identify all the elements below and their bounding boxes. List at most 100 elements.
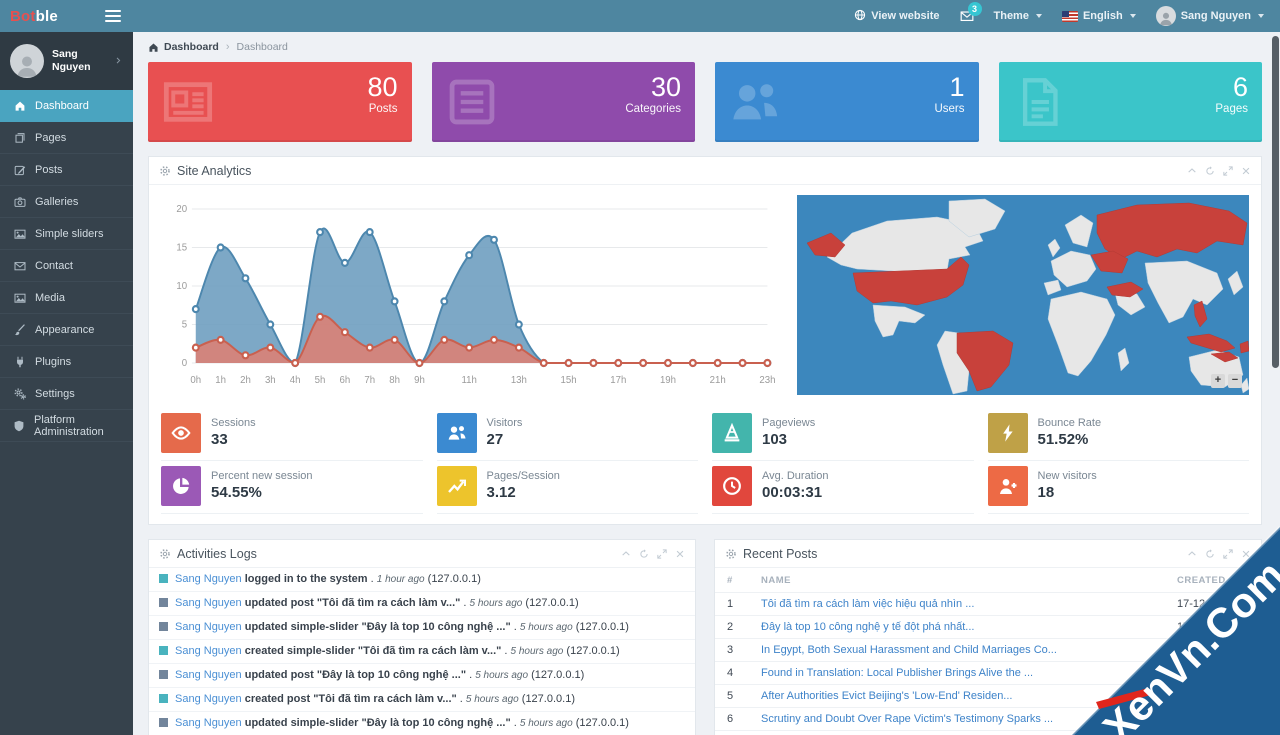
post-title-link[interactable]: Tôi đã tìm ra cách làm việc hiệu quả nhì…: [761, 598, 975, 610]
activity-action: updated post: [244, 597, 314, 609]
expand-panel-icon[interactable]: [1223, 548, 1233, 559]
table-row: 6 Scrutiny and Doubt Over Rape Victim's T…: [715, 707, 1261, 731]
activities-list: Sang Nguyen logged in to the system . 1 …: [149, 568, 695, 735]
sidebar-item-platform-administration[interactable]: Platform Administration: [0, 410, 133, 442]
pencil-icon: [13, 164, 26, 176]
sidebar-item-pages[interactable]: Pages: [0, 122, 133, 154]
post-title-link[interactable]: In Egypt, Both Sexual Harassment and Chi…: [761, 644, 1057, 656]
area-chart-svg: 0 5 10 15 20 0h 1h 2h 3h 4h 5h 6h 7h 8h 9h 11h 13h 15h 17h…: [176, 204, 775, 386]
post-title-link[interactable]: After Authorities Evict Beijing's 'Low-E…: [761, 690, 1013, 702]
avatar: [1155, 6, 1176, 26]
sidebar-item-media[interactable]: Media: [0, 282, 133, 314]
topbar: Botble View website 3 Theme English Sang…: [0, 0, 1280, 32]
close-panel-icon[interactable]: [1241, 166, 1251, 176]
activity-user-link[interactable]: Sang Nguyen: [175, 573, 242, 585]
sidebar-item-galleries[interactable]: Galleries: [0, 186, 133, 218]
activity-log-row: Sang Nguyen updated post "Tôi đã tìm ra …: [149, 592, 695, 616]
activity-user-link[interactable]: Sang Nguyen: [175, 621, 242, 633]
svg-text:0h: 0h: [190, 375, 201, 386]
post-title-link[interactable]: Đây là top 10 công nghệ y tế đột phá nhấ…: [761, 621, 975, 633]
close-panel-icon[interactable]: [675, 549, 685, 559]
bolt-icon: [987, 413, 1028, 453]
activity-user-link[interactable]: Sang Nguyen: [175, 597, 242, 609]
stat-card-categories[interactable]: 30 Categories: [431, 62, 695, 142]
analytics-stat-pageviews: Pageviews 103: [712, 408, 974, 461]
trend-icon: [436, 466, 477, 506]
activity-time: 5 hours ago: [519, 622, 573, 633]
breadcrumb-home[interactable]: Dashboard: [148, 41, 219, 53]
messages-button[interactable]: 3: [960, 2, 982, 23]
panel-tools: [621, 548, 685, 559]
chevron-down-icon: [1129, 14, 1136, 18]
theme-dropdown[interactable]: Theme: [994, 10, 1042, 22]
activity-type-icon: [159, 622, 168, 631]
stat-card-pages[interactable]: 6 Pages: [998, 62, 1262, 142]
activity-type-icon: [159, 646, 168, 655]
avatar: [10, 44, 44, 78]
stat-card-posts[interactable]: 80 Posts: [148, 62, 412, 142]
sidebar-item-appearance[interactable]: Appearance: [0, 314, 133, 346]
breadcrumb-current: Dashboard: [236, 41, 288, 53]
panel-title: Activities Logs: [177, 546, 257, 561]
post-created-at: 16-12-2017: [1169, 661, 1261, 685]
activity-time: 5 hours ago: [465, 694, 519, 705]
expand-panel-icon[interactable]: [657, 548, 667, 559]
stat-card-users[interactable]: 1 Users: [715, 62, 979, 142]
activity-user-link[interactable]: Sang Nguyen: [175, 693, 242, 705]
table-row: 1 Tôi đã tìm ra cách làm việc hiệu quả nh…: [715, 592, 1261, 616]
post-created-at: 16-12-2017: [1169, 707, 1261, 731]
post-index: 2: [715, 615, 753, 639]
post-created-at: 16-12-2017: [1169, 684, 1261, 708]
sidebar-item-label: Dashboard: [35, 99, 89, 112]
activity-ip: (127.0.0.1): [575, 717, 629, 729]
activity-user-link[interactable]: Sang Nguyen: [175, 645, 242, 657]
app-logo[interactable]: Botble: [10, 7, 58, 25]
activity-user-link[interactable]: Sang Nguyen: [175, 669, 242, 681]
post-title-link[interactable]: Scrutiny and Doubt Over Rape Victim's Te…: [761, 713, 1054, 725]
collapse-panel-icon[interactable]: [1187, 549, 1197, 559]
image-icon: [13, 292, 26, 304]
analytics-stat-visitors: Visitors 27: [436, 408, 698, 461]
activity-action: logged in to the system: [244, 573, 368, 585]
sidebar-item-posts[interactable]: Posts: [0, 154, 133, 186]
sidebar-profile[interactable]: Sang Nguyen: [0, 32, 133, 90]
sidebar-item-simple-sliders[interactable]: Simple sliders: [0, 218, 133, 250]
stat-value: 33: [211, 431, 228, 449]
post-title-link[interactable]: Found in Translation: Local Publisher Br…: [761, 667, 1034, 679]
panel-tools: [1187, 165, 1251, 176]
stat-label: Pages/Session: [486, 469, 560, 482]
collapse-panel-icon[interactable]: [1187, 166, 1197, 176]
map-zoom-out-button[interactable]: −: [1228, 374, 1242, 388]
refresh-panel-icon[interactable]: [1205, 548, 1215, 559]
refresh-panel-icon[interactable]: [639, 548, 649, 559]
post-created-at: 17-12-2017: [1169, 615, 1261, 639]
svg-text:15h: 15h: [561, 375, 577, 386]
activity-type-icon: [159, 694, 168, 703]
expand-panel-icon[interactable]: [1223, 165, 1233, 176]
language-dropdown[interactable]: English: [1061, 10, 1136, 22]
sidebar-item-dashboard[interactable]: Dashboard: [0, 90, 133, 122]
visitors-world-map[interactable]: + −: [797, 195, 1250, 395]
refresh-panel-icon[interactable]: [1205, 165, 1215, 176]
sidebar-item-plugins[interactable]: Plugins: [0, 346, 133, 378]
activity-type-icon: [159, 574, 168, 583]
sidebar-item-settings[interactable]: Settings: [0, 378, 133, 410]
map-zoom-in-button[interactable]: +: [1211, 374, 1225, 388]
file-icon: [1013, 76, 1065, 133]
activity-time: 5 hours ago: [469, 598, 523, 609]
user-menu[interactable]: Sang Nguyen: [1155, 6, 1264, 26]
close-panel-icon[interactable]: [1241, 549, 1251, 559]
topbar-actions: View website 3 Theme English Sang Nguyen: [854, 2, 1280, 26]
svg-text:17h: 17h: [610, 375, 626, 386]
activity-type-icon: [159, 718, 168, 727]
activity-time: 1 hour ago: [376, 574, 425, 585]
activity-user-link[interactable]: Sang Nguyen: [175, 717, 242, 729]
collapse-panel-icon[interactable]: [621, 549, 631, 559]
view-website-link[interactable]: View website: [854, 9, 940, 24]
posts-column-header: NAME: [761, 575, 791, 586]
svg-text:8h: 8h: [389, 375, 400, 386]
page-scrollbar[interactable]: [1272, 36, 1279, 368]
sidebar-item-contact[interactable]: Contact: [0, 250, 133, 282]
sidebar-toggle-icon[interactable]: [105, 7, 121, 25]
gear-icon: [725, 548, 737, 560]
